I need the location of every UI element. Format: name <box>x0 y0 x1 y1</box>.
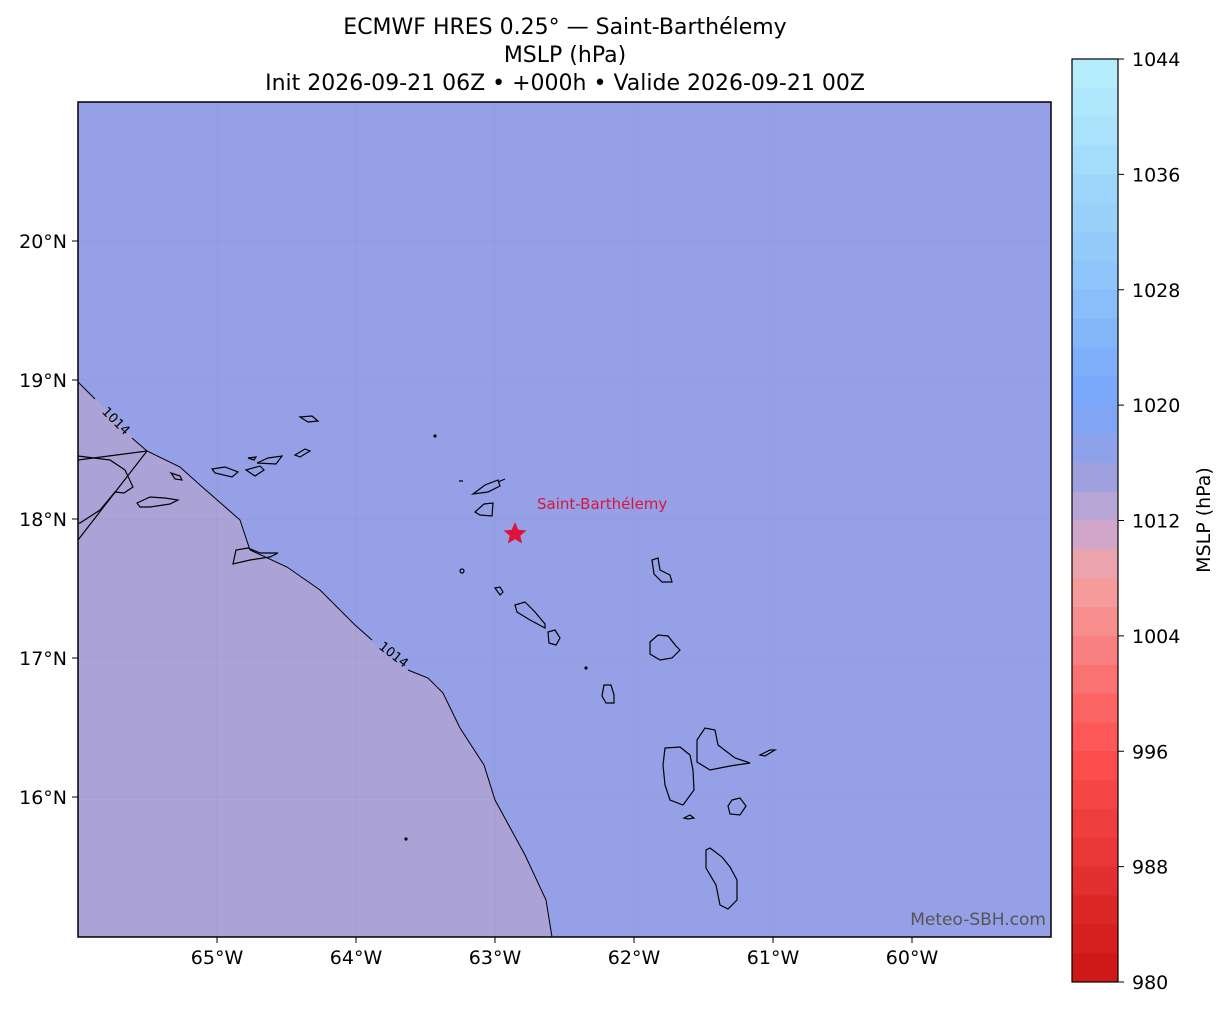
graticule <box>78 102 1051 937</box>
colorbar-tick-label: 996 <box>1132 741 1168 763</box>
colorbar-band <box>1072 347 1118 377</box>
colorbar-band <box>1072 433 1118 464</box>
colorbar-band <box>1072 59 1118 89</box>
colorbar-label: MSLP (hPa) <box>1193 467 1215 573</box>
colorbar-band <box>1072 260 1118 291</box>
colorbar-tick-label: 980 <box>1132 972 1168 994</box>
colorbar-band <box>1072 751 1118 781</box>
low-pressure-region <box>78 382 552 937</box>
colorbar-band <box>1072 289 1118 320</box>
title: ECMWF HRES 0.25° — Saint-Barthélemy <box>343 15 786 40</box>
y-tick-label: 19°N <box>19 370 67 392</box>
colorbar-band <box>1072 924 1118 954</box>
x-tick-label: 63°W <box>469 947 522 969</box>
info: Init 2026-09-21 06Z • +000h • Valide 202… <box>265 71 865 96</box>
colorbar-band <box>1072 722 1118 752</box>
colorbar-band <box>1072 549 1118 579</box>
y-tick-label: 20°N <box>19 231 67 253</box>
x-axis: 65°W 64°W 63°W 62°W 61°W 60°W <box>191 937 939 969</box>
colorbar-band <box>1072 837 1118 868</box>
colorbar-band <box>1072 232 1118 262</box>
x-tick-label: 61°W <box>747 947 800 969</box>
colorbar-band <box>1072 405 1118 435</box>
colorbar-band <box>1072 895 1118 925</box>
colorbar-tick-label: 1036 <box>1132 164 1180 186</box>
colorbar-band <box>1072 664 1118 695</box>
colorbar-band <box>1072 635 1118 666</box>
y-tick-label: 17°N <box>19 648 67 670</box>
colorbar-tick-label: 1012 <box>1132 511 1180 533</box>
y-tick-label: 18°N <box>19 509 67 531</box>
x-tick-label: 64°W <box>330 947 383 969</box>
colorbar-band <box>1072 376 1118 406</box>
x-tick-label: 60°W <box>886 947 939 969</box>
colorbar-band <box>1072 491 1118 521</box>
map: 1014 1014 <box>77 101 1052 938</box>
contour-line <box>131 437 373 641</box>
colorbar-tick-label: 1044 <box>1132 49 1180 71</box>
colorbar-band <box>1072 318 1118 348</box>
colorbar-band <box>1072 203 1118 233</box>
colorbar-band <box>1072 520 1118 550</box>
colorbar-band <box>1072 174 1118 204</box>
colorbar-band <box>1072 866 1118 896</box>
y-axis: 20°N 19°N 18°N 17°N 16°N <box>19 231 78 809</box>
colorbar-band <box>1072 145 1118 175</box>
watermark: Meteo-SBH.com <box>910 910 1046 930</box>
colorbar-band <box>1072 780 1118 810</box>
colorbar: MSLP (hPa) 980 988 996 1004 1012 1020 1028 1036… <box>1071 49 1215 994</box>
colorbar-tick-label: 988 <box>1132 857 1168 879</box>
colorbar-tick-label: 1028 <box>1132 280 1180 302</box>
contour-line <box>407 669 553 938</box>
colorbar-band <box>1072 693 1118 723</box>
colorbar-band <box>1072 578 1118 608</box>
colorbar-band <box>1072 87 1118 118</box>
location-marker <box>503 522 527 544</box>
location-label: Saint-Barthélemy <box>537 495 667 513</box>
colorbar-band <box>1072 808 1118 839</box>
x-tick-label: 65°W <box>191 947 244 969</box>
colorbar-band <box>1072 953 1118 983</box>
colorbar-band <box>1072 462 1118 493</box>
contour-line <box>77 381 96 400</box>
colorbar-band <box>1072 607 1118 637</box>
subtitle: MSLP (hPa) <box>504 43 626 68</box>
coastlines <box>77 415 778 910</box>
colorbar-tick-label: 1020 <box>1132 395 1180 417</box>
colorbar-band <box>1072 116 1118 147</box>
x-tick-label: 62°W <box>608 947 661 969</box>
y-tick-label: 16°N <box>19 787 67 809</box>
colorbar-tick-label: 1004 <box>1132 626 1180 648</box>
